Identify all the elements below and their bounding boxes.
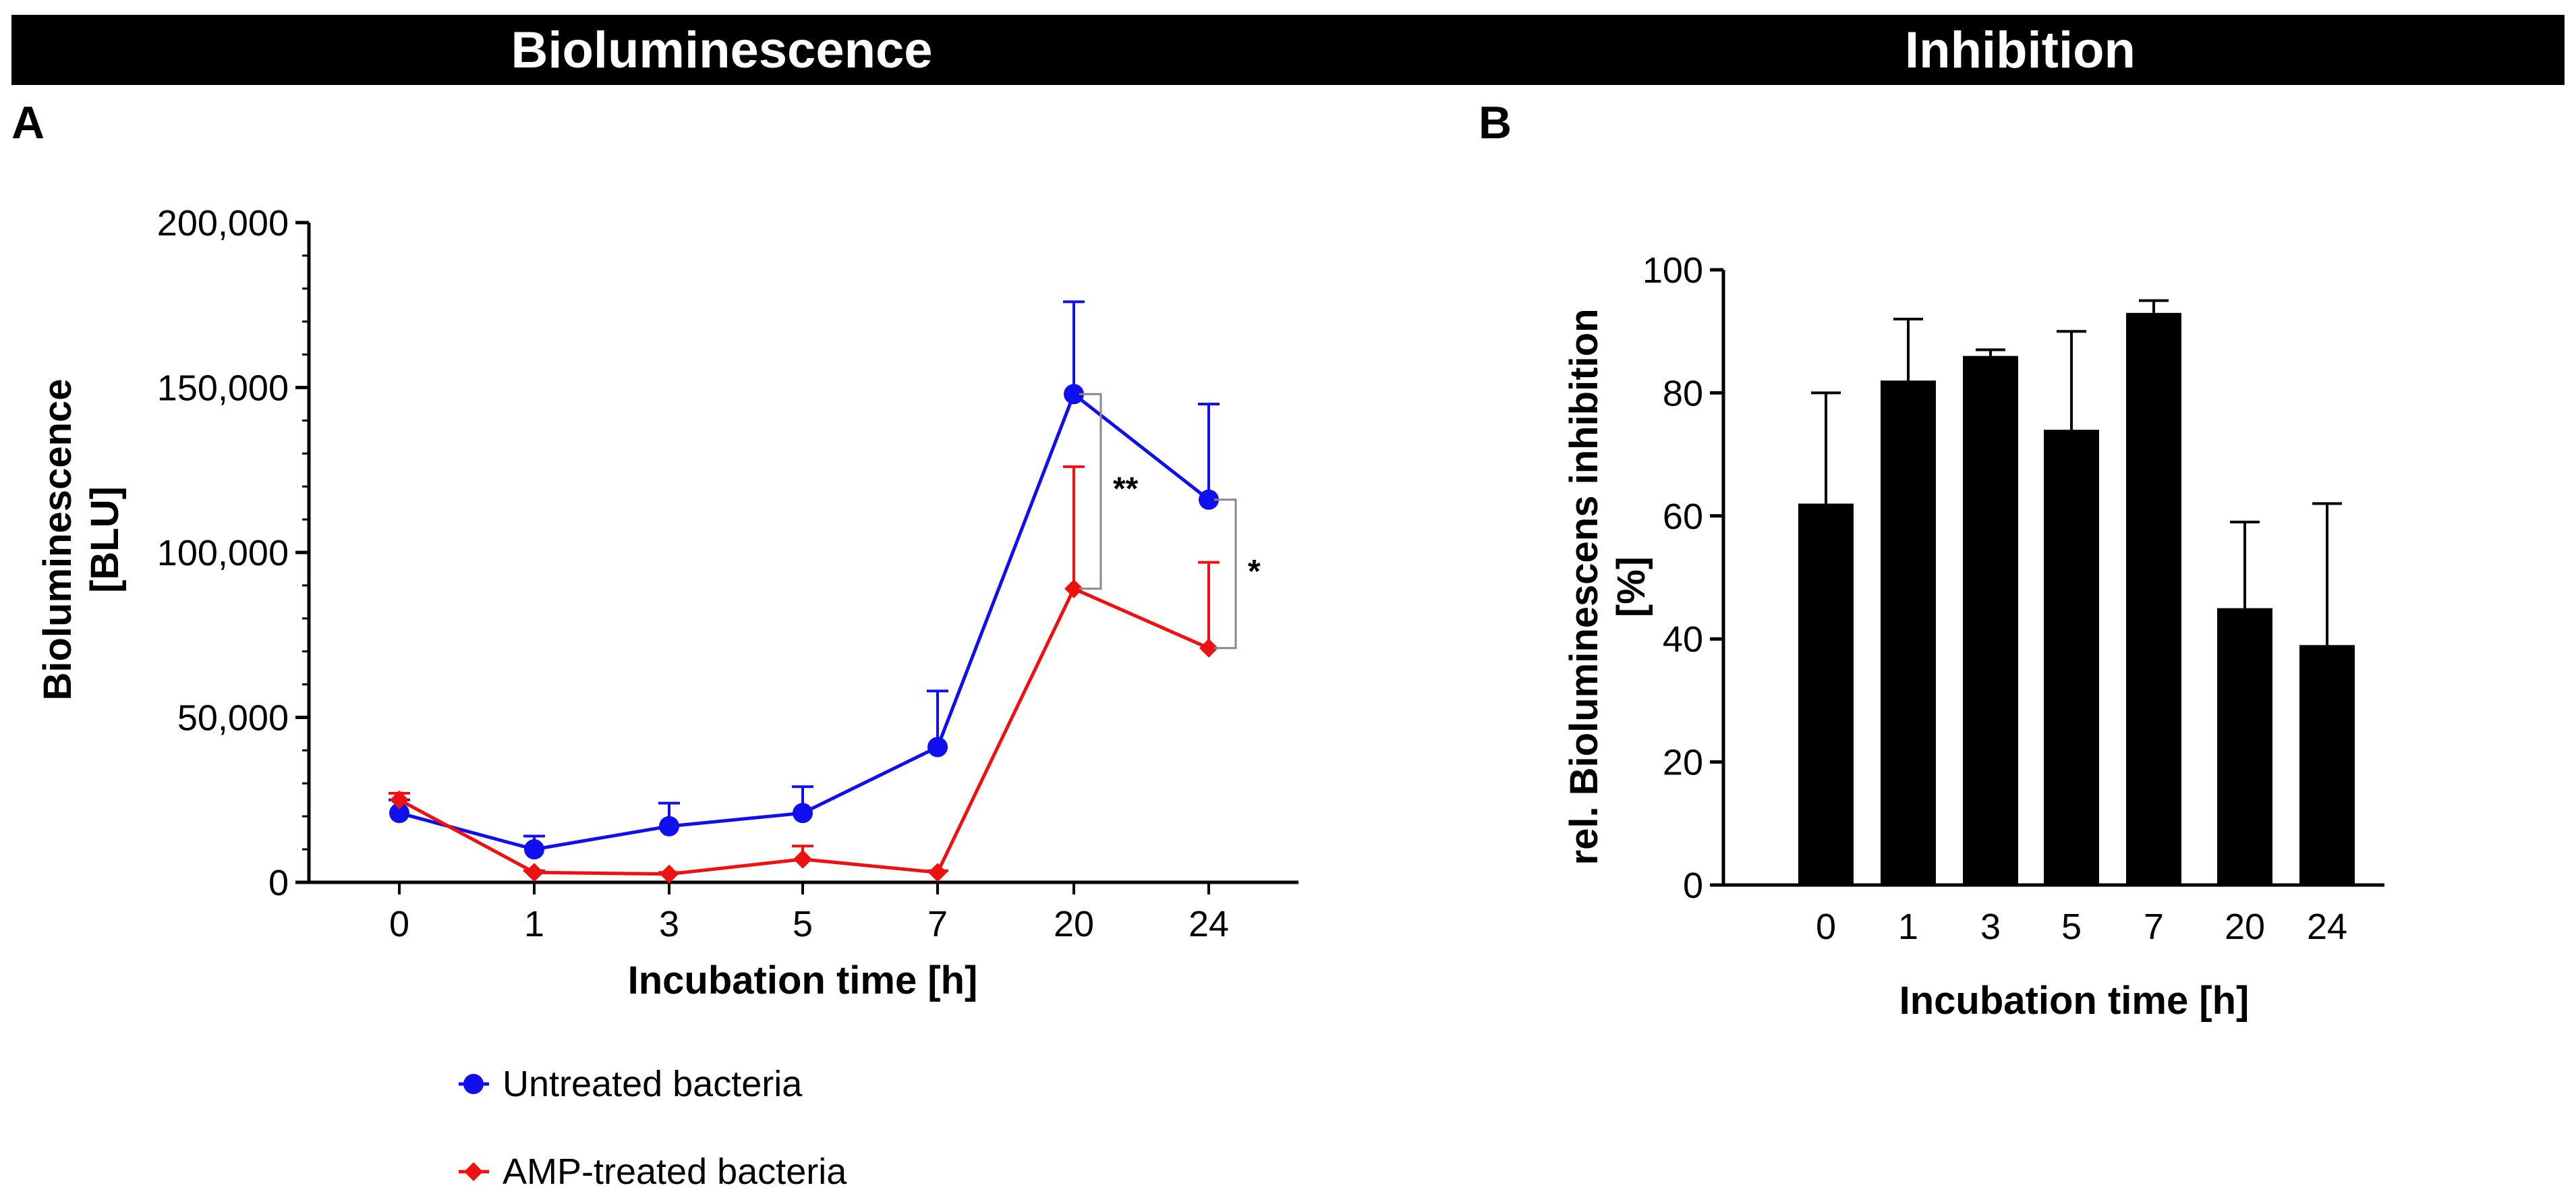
y-tick-label-a: 50,000 (177, 698, 289, 739)
y-tick-label-b: 0 (1683, 865, 1703, 906)
y-tick-label-b: 80 (1663, 373, 1703, 413)
header-title-right: Inhibition (1905, 22, 2136, 79)
marker-untreated (1199, 489, 1219, 510)
header-bar-right (1479, 15, 2565, 85)
marker-untreated (927, 737, 948, 758)
header-title-left: Bioluminescence (511, 22, 932, 79)
bar (2126, 312, 2181, 886)
markers-a (389, 384, 1219, 884)
significance-label: * (1248, 554, 1261, 590)
y-axis-title-b-line1: rel. Bioluminescens inhibition (1562, 309, 1606, 865)
panel-label-a: A (11, 97, 45, 148)
line-chart-bioluminescence: 0 50,000 100,000 150,000 200,000 0 1 3 5 7 20 24 *… (36, 203, 1298, 1002)
legend-item-untreated: Untreated bacteria (459, 1064, 803, 1104)
marker-treated (793, 849, 812, 869)
y-tick-label-a: 100,000 (157, 533, 289, 573)
x-tick-label-a: 5 (793, 904, 813, 944)
bars-b (1798, 312, 2355, 886)
legend-label-treated: AMP-treated bacteria (503, 1151, 847, 1192)
legend-marker-diamond (464, 1162, 483, 1181)
panel-label-b: B (1479, 97, 1512, 148)
significance-bracket (1214, 498, 1237, 650)
header-bar-left (11, 15, 1479, 85)
x-axis-a: 0 1 3 5 7 20 24 (309, 880, 1298, 944)
marker-treated (928, 863, 947, 882)
marker-untreated (659, 816, 679, 836)
y-tick-label-a: 0 (268, 863, 289, 903)
x-axis-title-b: Incubation time [h] (1899, 979, 2250, 1023)
bar (2044, 430, 2099, 885)
legend-label-untreated: Untreated bacteria (503, 1064, 803, 1104)
marker-treated (660, 864, 679, 884)
x-tick-label-b: 20 (2225, 907, 2265, 947)
y-tick-label-b: 20 (1663, 743, 1703, 783)
marker-treated (390, 790, 409, 809)
x-tick-label-b: 0 (1816, 907, 1836, 947)
x-tick-label-a: 7 (927, 904, 948, 944)
legend: Untreated bacteria AMP-treated bacteria (459, 1064, 847, 1192)
marker-treated (525, 863, 544, 882)
error-bars-b (1811, 299, 2342, 646)
bar (2299, 645, 2355, 885)
y-tick-label-a: 150,000 (157, 368, 289, 409)
series-line-treated (398, 586, 1210, 876)
bar (2217, 608, 2272, 885)
x-tick-label-b: 5 (2061, 907, 2082, 947)
x-tick-label-b: 1 (1898, 907, 1918, 947)
x-axis-b: 0 1 3 5 7 20 24 (1723, 883, 2384, 947)
x-tick-label-a: 24 (1189, 904, 1229, 944)
legend-marker-circle (463, 1074, 484, 1094)
legend-item-treated: AMP-treated bacteria (459, 1151, 847, 1192)
significance-brackets: *** (1079, 393, 1261, 650)
x-tick-label-a: 20 (1054, 904, 1094, 944)
bar (1881, 380, 1936, 885)
x-tick-label-a: 0 (389, 904, 409, 944)
y-tick-label-b: 40 (1663, 619, 1703, 660)
x-tick-label-b: 3 (1980, 907, 2001, 947)
marker-untreated (524, 839, 544, 860)
x-tick-label-b: 7 (2144, 907, 2164, 947)
y-tick-label-b: 60 (1663, 496, 1703, 537)
bar (1963, 355, 2018, 885)
bar-chart-inhibition: 0 20 40 60 80 100 0 1 3 5 7 20 24 Incubation time [… (1562, 250, 2384, 1023)
y-axis-b: 0 20 40 60 80 100 (1642, 250, 1725, 906)
y-axis-title-a-line2: [BLU] (83, 486, 127, 593)
x-tick-label-b: 24 (2307, 907, 2347, 947)
marker-untreated (1064, 384, 1084, 405)
y-axis-a: 0 50,000 100,000 150,000 200,000 (157, 203, 311, 903)
y-axis-title-b-line2: [%] (1609, 557, 1653, 617)
x-tick-label-a: 3 (659, 904, 679, 944)
x-tick-label-a: 1 (524, 904, 544, 944)
series-line-untreated (399, 391, 1210, 851)
x-axis-title-a: Incubation time [h] (628, 959, 978, 1002)
significance-label: ** (1113, 472, 1139, 507)
y-axis-title-a-line1: Bioluminescence (36, 378, 80, 700)
marker-treated (1199, 638, 1218, 658)
marker-untreated (793, 803, 813, 824)
y-tick-label-a: 200,000 (157, 203, 289, 244)
bar (1798, 503, 1854, 885)
marker-treated (1064, 579, 1083, 598)
y-tick-label-b: 100 (1642, 250, 1703, 291)
marker-untreated (389, 803, 409, 824)
significance-bracket (1079, 393, 1102, 590)
